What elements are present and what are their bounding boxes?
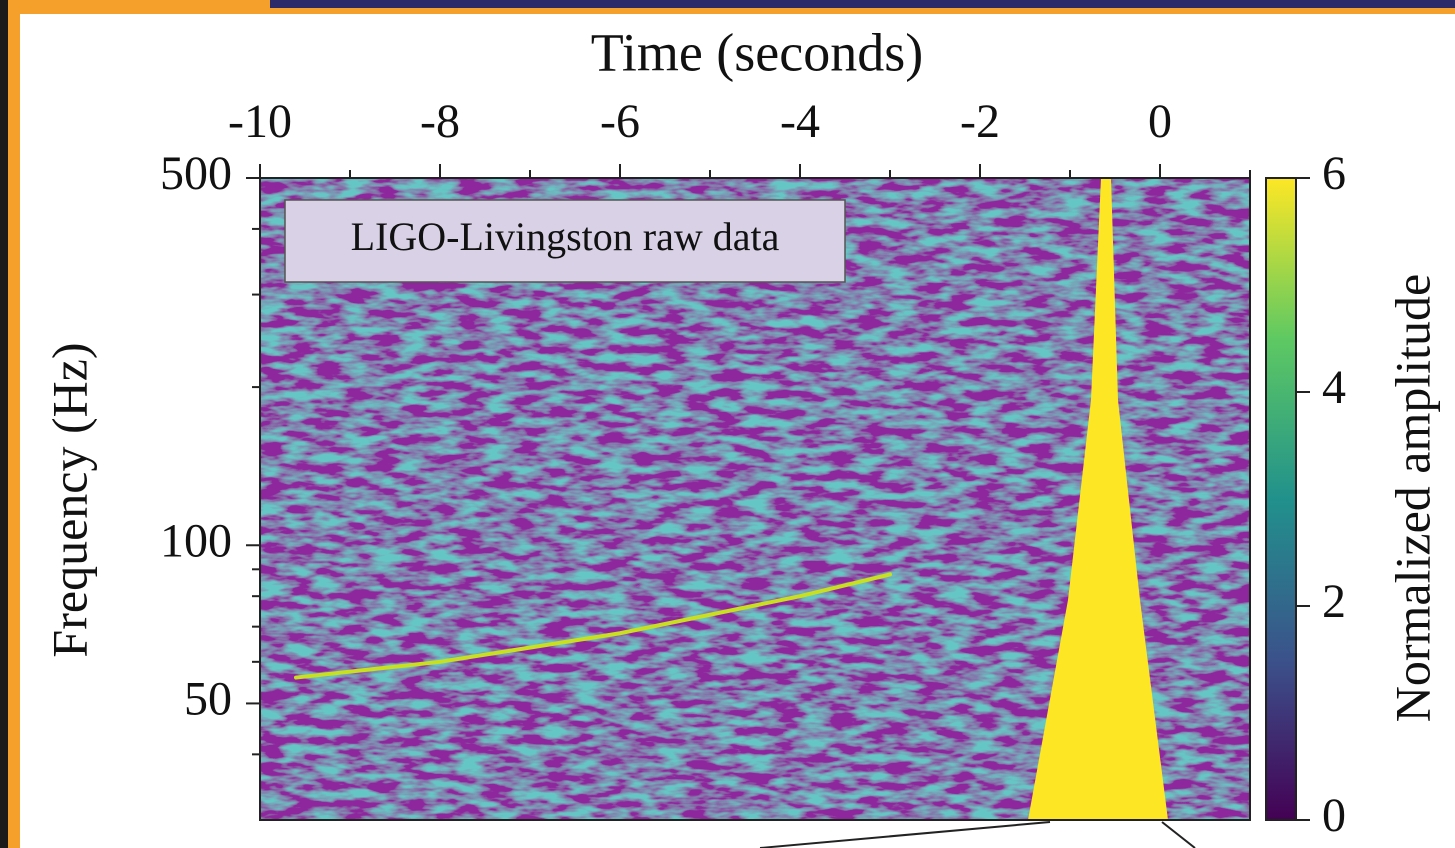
colorbar-tick-label: 4 xyxy=(1322,361,1346,414)
y-tick-label: 100 xyxy=(160,514,232,567)
annotation: LIGO-Livingston raw data xyxy=(351,214,780,259)
merger-signal xyxy=(1028,178,1168,820)
colorbar xyxy=(1265,177,1297,821)
annotation-box xyxy=(284,199,846,283)
colorbar-label: Normalized amplitude xyxy=(1384,274,1440,722)
x-tick-label: -8 xyxy=(420,95,460,148)
y-axis-label: Frequency (Hz) xyxy=(41,342,97,657)
frame-edge xyxy=(0,0,8,848)
chirp-track xyxy=(294,572,892,680)
x-tick-label: -2 xyxy=(960,95,1000,148)
y-tick-label: 500 xyxy=(160,147,232,200)
frame-strip xyxy=(270,0,1455,8)
x-tick-label: -6 xyxy=(600,95,640,148)
colorbar-tick-label: 2 xyxy=(1322,575,1346,628)
zoom-line xyxy=(759,821,1051,848)
x-tick-label: -10 xyxy=(228,95,292,148)
zoom-line xyxy=(1161,821,1196,848)
plot-frame xyxy=(259,177,1251,821)
colorbar-tick-label: 6 xyxy=(1322,147,1346,200)
x-tick-label: -4 xyxy=(780,95,820,148)
colorbar-tick-label: 0 xyxy=(1322,789,1346,842)
x-axis-label: Time (seconds) xyxy=(591,22,924,82)
y-tick-label: 50 xyxy=(184,672,232,725)
x-tick-label: 0 xyxy=(1148,95,1172,148)
